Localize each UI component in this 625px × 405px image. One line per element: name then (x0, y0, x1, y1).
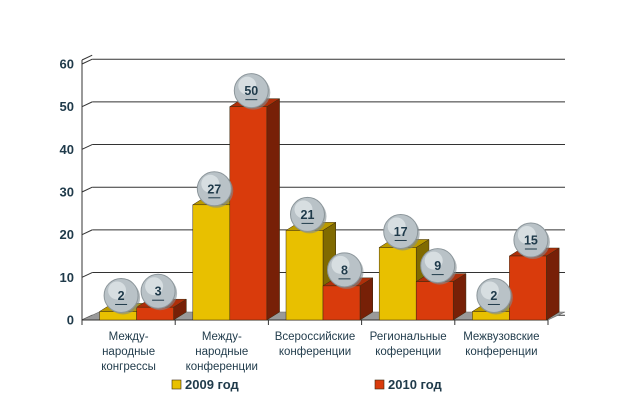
bar (229, 106, 268, 321)
bar-side (266, 98, 280, 321)
x-tick-label: Всероссийские конференции (275, 331, 356, 358)
data-label: 50 (233, 73, 271, 110)
bar-side (546, 247, 560, 321)
x-tick-label: Между-народные конференции (186, 331, 258, 373)
data-label-text: 8 (341, 263, 348, 277)
bar (509, 255, 547, 321)
legend: 2009 год 2010 год (171, 377, 443, 392)
x-tick-label: Межвузовские конференции (463, 331, 539, 358)
bar (192, 204, 231, 321)
gridline-depth (81, 229, 93, 236)
y-tick-label: 0 (67, 313, 74, 328)
data-labels-layer: 2 3 27 50 21 8 17 9 2 15 (103, 73, 550, 315)
legend-item: 2010 год (374, 377, 443, 392)
legend-swatch (374, 379, 385, 390)
bar (415, 281, 454, 321)
data-label-text: 2 (490, 289, 497, 303)
data-label-text: 27 (207, 182, 221, 196)
data-label: 17 (383, 213, 420, 251)
data-label-text: 17 (394, 225, 408, 239)
data-label-text: 50 (244, 84, 258, 98)
y-tick-label: 20 (60, 227, 74, 242)
bar (322, 285, 361, 321)
y-tick-label: 30 (60, 185, 74, 200)
legend-label: 2009 год (185, 377, 240, 392)
bar (378, 247, 417, 321)
gridline-depth (81, 101, 93, 108)
bar (285, 230, 324, 321)
legend-label: 2010 год (388, 377, 443, 392)
data-label-text: 9 (434, 259, 441, 273)
data-label-text: 21 (301, 208, 315, 222)
data-label-text: 15 (524, 234, 538, 248)
data-label: 2 (476, 277, 513, 315)
category-labels-layer: Между-народные конгрессы Между-народные кон… (101, 331, 539, 373)
gridline-depth (81, 144, 93, 150)
x-tick-label: Региональные коференции (370, 331, 447, 358)
data-label: 9 (420, 248, 457, 285)
y-tick-label: 40 (60, 142, 74, 157)
y-tick-label: 50 (60, 99, 74, 114)
gridline-depth (81, 58, 93, 65)
gridline-depth (81, 186, 93, 193)
y-axis-top-depth (81, 54, 93, 61)
data-label: 27 (196, 171, 234, 208)
data-label: 8 (327, 252, 364, 289)
data-label: 3 (140, 273, 178, 311)
gridline-depth (81, 272, 93, 278)
legend-swatch (171, 379, 182, 390)
data-label-text: 2 (118, 289, 125, 303)
data-label-text: 3 (155, 285, 162, 299)
y-tick-label: 10 (60, 270, 74, 285)
data-label: 15 (513, 222, 550, 259)
x-tick-label: Между-народные конгрессы (101, 331, 156, 373)
data-label: 21 (290, 196, 327, 234)
legend-item: 2009 год (171, 377, 240, 392)
y-tick-label: 60 (60, 57, 74, 72)
data-label: 2 (103, 277, 141, 315)
